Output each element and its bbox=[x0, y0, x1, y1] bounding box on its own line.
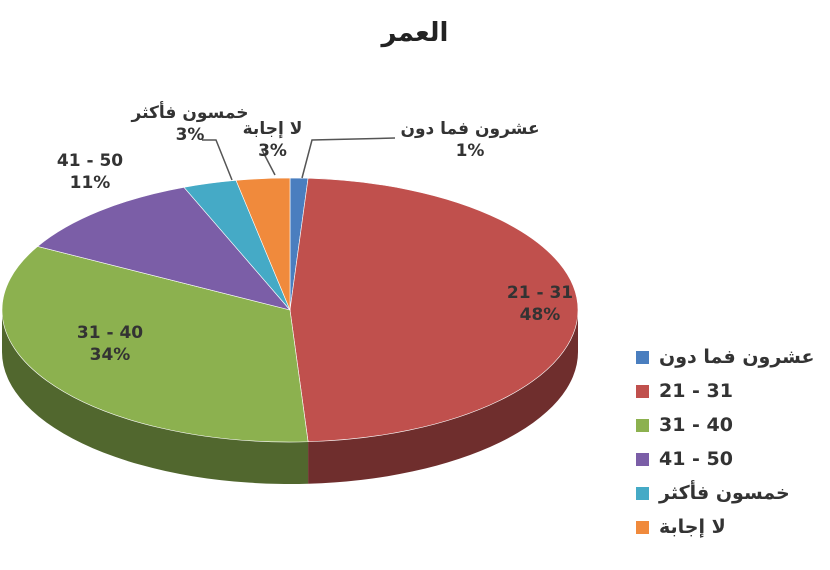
slice-label: عشرون فما دون 1% bbox=[400, 119, 540, 161]
pie-slice bbox=[289, 177, 579, 443]
pie-slice-side bbox=[308, 310, 578, 484]
legend-item: 41 - 50 bbox=[636, 442, 826, 476]
legend-item: لا إجابة bbox=[636, 510, 826, 544]
legend-swatch bbox=[636, 350, 649, 364]
legend-swatch bbox=[636, 452, 649, 466]
legend-label: خمسون فأكثر bbox=[659, 482, 790, 504]
leader-line bbox=[261, 149, 276, 176]
slice-label: خمسون فأكثر 3% bbox=[131, 103, 249, 145]
legend-label: 21 - 31 bbox=[659, 380, 733, 402]
slice-label: 41 - 50 11% bbox=[56, 151, 124, 193]
legend-item: 21 - 31 bbox=[636, 374, 826, 408]
legend-item: خمسون فأكثر bbox=[636, 476, 826, 510]
chart-title: العمر bbox=[381, 18, 449, 48]
slice-label: 21 - 31 48% bbox=[506, 283, 574, 325]
legend-item: عشرون فما دون bbox=[636, 340, 826, 374]
legend-label: لا إجابة bbox=[659, 516, 726, 538]
legend-swatch bbox=[636, 418, 649, 432]
legend-swatch bbox=[636, 384, 649, 398]
legend-swatch bbox=[636, 486, 649, 500]
pie-slice bbox=[235, 177, 291, 311]
legend-item: 31 - 40 bbox=[636, 408, 826, 442]
leader-line bbox=[202, 139, 233, 181]
chart-legend: عشرون فما دون 21 - 31 31 - 40 41 - 50 خم… bbox=[636, 340, 826, 544]
pie-slice-side bbox=[2, 310, 309, 485]
pie-slice bbox=[36, 186, 291, 311]
slice-label: لا إجابة 3% bbox=[242, 119, 303, 161]
legend-swatch bbox=[636, 520, 649, 534]
leader-line bbox=[301, 137, 396, 179]
legend-label: 31 - 40 bbox=[659, 414, 733, 436]
slice-label: 31 - 40 34% bbox=[76, 323, 144, 365]
legend-label: 41 - 50 bbox=[659, 448, 733, 470]
legend-label: عشرون فما دون bbox=[659, 346, 815, 368]
